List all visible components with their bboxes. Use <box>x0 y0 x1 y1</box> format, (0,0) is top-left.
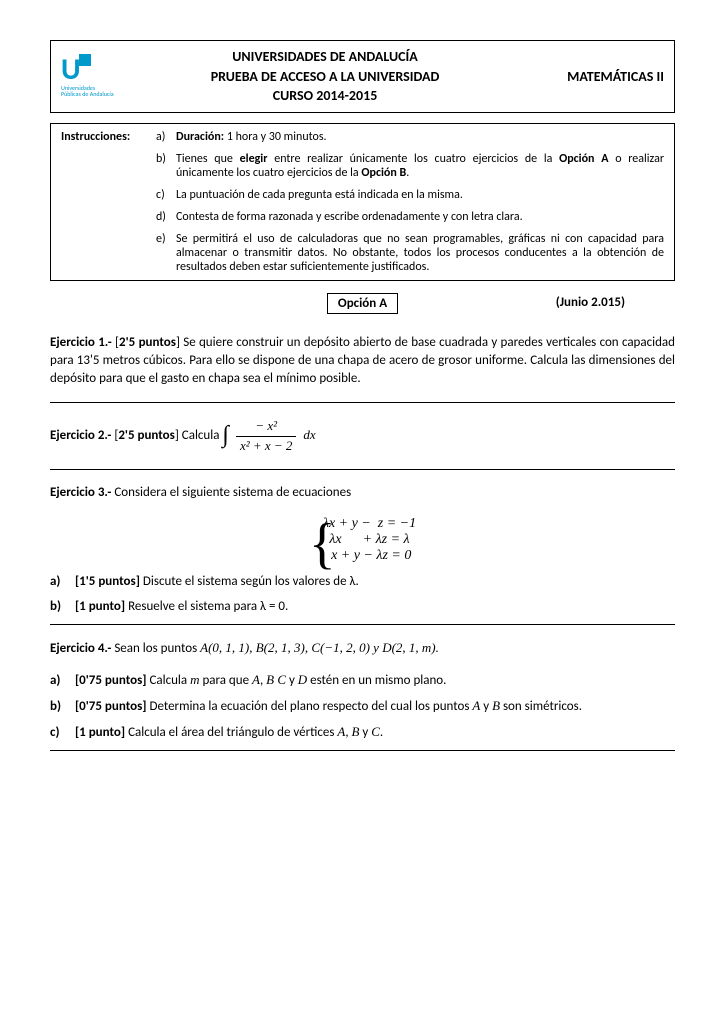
instruction-letter: e) <box>156 232 176 274</box>
ex3-prefix: Ejercicio 3.- <box>50 485 111 500</box>
ex4-prefix: Ejercicio 4.- <box>50 641 111 656</box>
instruction-item: d)Contesta de forma razonada y escribe o… <box>156 210 664 224</box>
ex4-a-before: Calcula <box>149 673 187 688</box>
ex2-fraction: − x² x² + x − 2 <box>236 417 296 454</box>
ex4-c-points: [1 punto] <box>75 725 125 740</box>
instruction-letter: d) <box>156 210 176 224</box>
instruction-letter: b) <box>156 152 176 180</box>
logo: U Universidades Públicas de Andalucía <box>61 56 116 97</box>
page: U Universidades Públicas de Andalucía UN… <box>0 0 725 799</box>
header-line-1: UNIVERSIDADES DE ANDALUCÍA <box>116 47 534 67</box>
ex2-denominator: x² + x − 2 <box>236 437 296 455</box>
ex4-a-letter: a) <box>50 673 72 688</box>
ex4-a: a) [0'75 puntos] Calcula m para que A, B… <box>50 672 675 688</box>
option-label: Opción A <box>327 293 398 314</box>
ex3-system: { λx + y − z = −1 λx + λz = λ x + y − λz… <box>50 516 675 564</box>
instruction-text: La puntuación de cada pregunta está indi… <box>176 188 664 202</box>
ex1-points: 2'5 puntos <box>119 335 176 350</box>
ex4-points-list: A(0, 1, 1), B(2, 1, 3), C(−1, 2, 0) y D(… <box>200 640 439 655</box>
ex1-prefix: Ejercicio 1.- <box>50 335 112 350</box>
instruction-text: Se permitirá el uso de calculadoras que … <box>176 232 664 274</box>
divider <box>50 469 675 470</box>
ex4-intro: Sean los puntos <box>114 641 197 656</box>
ex3-a-text: Discute el sistema según los valores de … <box>143 574 359 589</box>
ex2-prefix: Ejercicio 2.- <box>50 428 111 443</box>
divider <box>50 624 675 625</box>
ex4-b-text: Determina la ecuación del plano respecto… <box>149 699 582 714</box>
integral-icon: ∫ <box>222 422 229 448</box>
option-row: Opción A (Junio 2.015) <box>50 293 675 314</box>
ex3-a-points: [1'5 puntos] <box>75 574 140 589</box>
ex4-b-letter: b) <box>50 699 72 714</box>
logo-arrow-icon <box>79 54 91 66</box>
instruction-item: a)Duración: 1 hora y 30 minutos. <box>156 130 664 144</box>
ex4-c: c) [1 punto] Calcula el área del triángu… <box>50 724 675 740</box>
instruction-item: c)La puntuación de cada pregunta está in… <box>156 188 664 202</box>
ex3-b-points: [1 punto] <box>75 599 125 614</box>
ex3-a-letter: a) <box>50 574 72 589</box>
ex3-b: b) [1 punto] Resuelve el sistema para λ … <box>50 599 675 614</box>
ex3-a: a) [1'5 puntos] Discute el sistema según… <box>50 574 675 589</box>
instruction-text: Contesta de forma razonada y escribe ord… <box>176 210 664 224</box>
divider <box>50 402 675 403</box>
exercise-3: Ejercicio 3.- Considera el siguiente sis… <box>50 484 675 502</box>
logo-letter: U <box>61 56 116 83</box>
instruction-text: Duración: 1 hora y 30 minutos. <box>176 130 664 144</box>
instruction-item: e)Se permitirá el uso de calculadoras qu… <box>156 232 664 274</box>
ex3-eq1: λx + y − z = −1 <box>323 516 416 532</box>
ex4-b-points: [0'75 puntos] <box>75 699 147 714</box>
instruction-letter: c) <box>156 188 176 202</box>
ex4-c-letter: c) <box>50 725 72 740</box>
ex3-b-letter: b) <box>50 599 72 614</box>
header-line-3: CURSO 2014-2015 <box>116 86 534 106</box>
ex2-dx: dx <box>303 427 315 442</box>
header-subject: MATEMÁTICAS II <box>534 68 664 85</box>
ex3-b-text: Resuelve el sistema para λ = 0. <box>128 599 288 614</box>
exercise-1: Ejercicio 1.- [2'5 puntos] Se quiere con… <box>50 334 675 389</box>
header-line-2: PRUEBA DE ACCESO A LA UNIVERSIDAD <box>116 67 534 87</box>
ex3-eq2: λx + λz = λ <box>323 532 416 548</box>
instruction-text: Tienes que elegir entre realizar únicame… <box>176 152 664 180</box>
brace-icon: { <box>309 516 336 564</box>
header-box: U Universidades Públicas de Andalucía UN… <box>50 40 675 113</box>
header-center: UNIVERSIDADES DE ANDALUCÍA PRUEBA DE ACC… <box>116 47 534 106</box>
instruction-letter: a) <box>156 130 176 144</box>
ex2-text: Calcula <box>182 428 220 443</box>
instructions-label: Instrucciones: <box>61 130 156 274</box>
ex2-numerator: − x² <box>236 417 296 436</box>
ex4-a-points: [0'75 puntos] <box>75 673 147 688</box>
ex4-c-text: Calcula el área del triángulo de vértice… <box>128 725 383 740</box>
instruction-item: b)Tienes que elegir entre realizar única… <box>156 152 664 180</box>
instructions-list: a)Duración: 1 hora y 30 minutos.b)Tienes… <box>156 130 664 274</box>
ex2-points: 2'5 puntos <box>118 428 175 443</box>
ex3-text: Considera el siguiente sistema de ecuaci… <box>114 485 351 500</box>
instructions-box: Instrucciones: a)Duración: 1 hora y 30 m… <box>50 123 675 281</box>
option-date: (Junio 2.015) <box>556 295 625 310</box>
exercise-2: Ejercicio 2.- [2'5 puntos] Calcula ∫ − x… <box>50 417 675 454</box>
ex4-a-after: para que A, B C y D estén en un mismo pl… <box>202 673 446 688</box>
divider <box>50 750 675 751</box>
ex4-b: b) [0'75 puntos] Determina la ecuación d… <box>50 698 675 714</box>
exercise-4: Ejercicio 4.- Sean los puntos A(0, 1, 1)… <box>50 639 675 658</box>
ex3-eq3: x + y − λz = 0 <box>323 548 416 564</box>
